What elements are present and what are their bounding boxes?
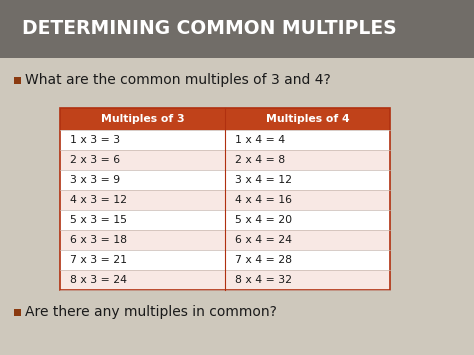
Text: 4 x 3 = 12: 4 x 3 = 12	[70, 195, 127, 205]
Bar	[60, 190, 225, 210]
Text: 4 x 4 = 16: 4 x 4 = 16	[235, 195, 292, 205]
Bar	[14, 308, 21, 316]
Text: 2 x 3 = 6: 2 x 3 = 6	[70, 155, 120, 165]
Bar	[225, 108, 390, 130]
Text: 6 x 4 = 24: 6 x 4 = 24	[235, 235, 292, 245]
Bar	[60, 108, 390, 290]
Bar	[225, 170, 390, 190]
Bar	[60, 210, 225, 230]
Text: 7 x 3 = 21: 7 x 3 = 21	[70, 255, 127, 265]
Bar	[60, 108, 225, 130]
Bar	[225, 230, 390, 250]
Text: 2 x 4 = 8: 2 x 4 = 8	[235, 155, 285, 165]
Bar	[225, 210, 390, 230]
Text: 1 x 3 = 3: 1 x 3 = 3	[70, 135, 120, 145]
Text: 3 x 3 = 9: 3 x 3 = 9	[70, 175, 120, 185]
Text: 3 x 4 = 12: 3 x 4 = 12	[235, 175, 292, 185]
Text: Multiples of 3: Multiples of 3	[100, 114, 184, 124]
Bar	[0, 0, 474, 58]
Bar	[60, 170, 225, 190]
Text: 5 x 3 = 15: 5 x 3 = 15	[70, 215, 127, 225]
Text: 7 x 4 = 28: 7 x 4 = 28	[235, 255, 292, 265]
Bar	[225, 190, 390, 210]
Bar	[60, 270, 225, 290]
Bar	[60, 150, 225, 170]
Bar	[225, 250, 390, 270]
Text: Are there any multiples in common?: Are there any multiples in common?	[25, 305, 277, 319]
Text: 5 x 4 = 20: 5 x 4 = 20	[235, 215, 292, 225]
Text: 8 x 4 = 32: 8 x 4 = 32	[235, 275, 292, 285]
Text: Multiples of 4: Multiples of 4	[266, 114, 349, 124]
Text: 6 x 3 = 18: 6 x 3 = 18	[70, 235, 127, 245]
Text: DETERMINING COMMON MULTIPLES: DETERMINING COMMON MULTIPLES	[22, 20, 397, 38]
Text: What are the common multiples of 3 and 4?: What are the common multiples of 3 and 4…	[25, 73, 331, 87]
Bar	[60, 250, 225, 270]
Bar	[225, 270, 390, 290]
Text: 8 x 3 = 24: 8 x 3 = 24	[70, 275, 127, 285]
Bar	[225, 150, 390, 170]
Text: 1 x 4 = 4: 1 x 4 = 4	[235, 135, 285, 145]
Bar	[14, 76, 21, 83]
Bar	[60, 230, 225, 250]
Bar	[225, 130, 390, 150]
Bar	[60, 130, 225, 150]
